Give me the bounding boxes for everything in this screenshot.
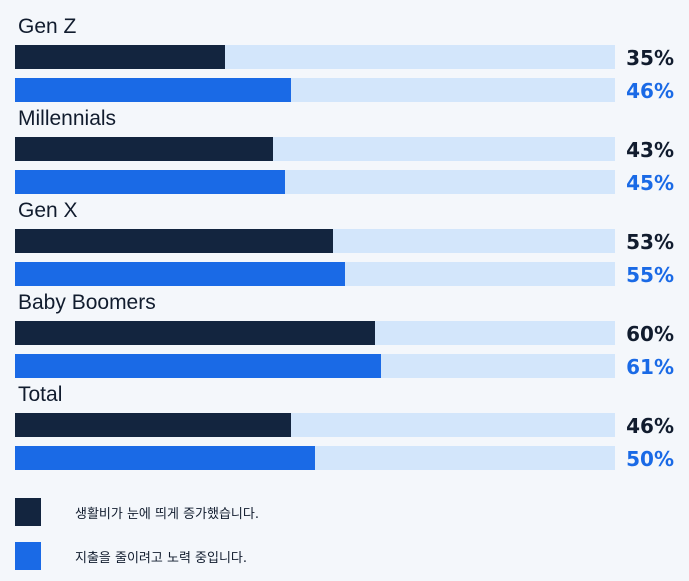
bar — [15, 446, 315, 470]
legend-item: 생활비가 눈에 띄게 증가했습니다. — [15, 498, 615, 526]
bar-track — [15, 45, 615, 69]
bar-track — [15, 137, 615, 161]
data-label: 60% — [626, 322, 674, 346]
bar — [15, 170, 285, 194]
bar-track — [15, 321, 615, 345]
group-label: Gen X — [18, 199, 78, 222]
data-label: 46% — [626, 79, 674, 103]
bar-chart: Gen Z 35% 46% Millennials 43% 45% Gen X 53% 55% B… — [15, 15, 674, 471]
legend-label: 생활비가 눈에 띄게 증가했습니다. — [75, 507, 259, 522]
bar-track — [15, 446, 615, 470]
legend-swatch — [15, 498, 41, 526]
bar-track — [15, 413, 615, 437]
bar-track — [15, 229, 615, 253]
legend-label: 지출을 줄이려고 노력 중입니다. — [75, 551, 248, 566]
group-label: Millennials — [18, 107, 117, 130]
data-label: 45% — [626, 171, 674, 195]
group-label: Baby Boomers — [18, 291, 156, 314]
bar — [15, 45, 225, 69]
bar-track — [15, 354, 615, 378]
data-label: 53% — [626, 230, 674, 254]
bar-track — [15, 170, 615, 194]
group-label: Total — [18, 383, 63, 406]
legend-item: 지출을 줄이려고 노력 중입니다. — [15, 542, 615, 570]
bar — [15, 262, 345, 286]
bar-track — [15, 78, 615, 102]
bar — [15, 354, 381, 378]
bar-track — [15, 262, 615, 286]
data-label: 61% — [626, 355, 674, 379]
data-label: 55% — [626, 263, 674, 287]
legend-swatch — [15, 542, 41, 570]
bar — [15, 137, 273, 161]
bar — [15, 78, 291, 102]
data-label: 43% — [626, 138, 674, 162]
data-label: 46% — [626, 414, 674, 438]
bar — [15, 229, 333, 253]
bar — [15, 321, 375, 345]
bar — [15, 413, 291, 437]
group-label: Gen Z — [18, 15, 77, 38]
data-label: 50% — [626, 447, 674, 471]
data-label: 35% — [626, 46, 674, 70]
